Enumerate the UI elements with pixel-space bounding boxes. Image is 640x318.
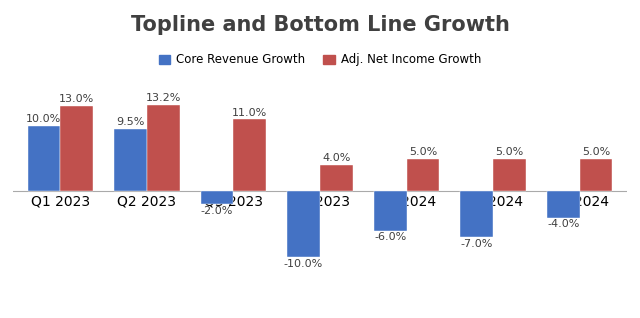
Text: 4.0%: 4.0% [323, 153, 351, 163]
Text: -2.0%: -2.0% [201, 206, 233, 216]
Bar [200, 191, 234, 204]
Bar [28, 126, 60, 191]
Text: 11.0%: 11.0% [232, 107, 268, 118]
Text: 5.0%: 5.0% [495, 147, 524, 157]
Bar [580, 158, 612, 191]
Text: 10.0%: 10.0% [26, 114, 61, 124]
Bar [406, 158, 440, 191]
Legend: Core Revenue Growth, Adj. Net Income Growth: Core Revenue Growth, Adj. Net Income Gro… [154, 49, 486, 71]
Bar [114, 129, 147, 191]
Text: 9.5%: 9.5% [116, 117, 145, 127]
Bar [547, 191, 580, 218]
Bar [60, 106, 93, 191]
Text: 13.0%: 13.0% [60, 94, 95, 104]
Text: -6.0%: -6.0% [374, 232, 406, 242]
Bar [493, 158, 526, 191]
Text: 13.2%: 13.2% [146, 93, 181, 103]
Bar [320, 165, 353, 191]
Bar [374, 191, 406, 231]
Title: Topline and Bottom Line Growth: Topline and Bottom Line Growth [131, 15, 509, 35]
Text: -10.0%: -10.0% [284, 259, 323, 268]
Text: 5.0%: 5.0% [582, 147, 610, 157]
Text: -7.0%: -7.0% [460, 239, 493, 249]
Text: 5.0%: 5.0% [409, 147, 437, 157]
Bar [460, 191, 493, 237]
Bar [147, 105, 180, 191]
Bar [234, 119, 266, 191]
Bar [287, 191, 320, 257]
Text: -4.0%: -4.0% [547, 219, 579, 229]
